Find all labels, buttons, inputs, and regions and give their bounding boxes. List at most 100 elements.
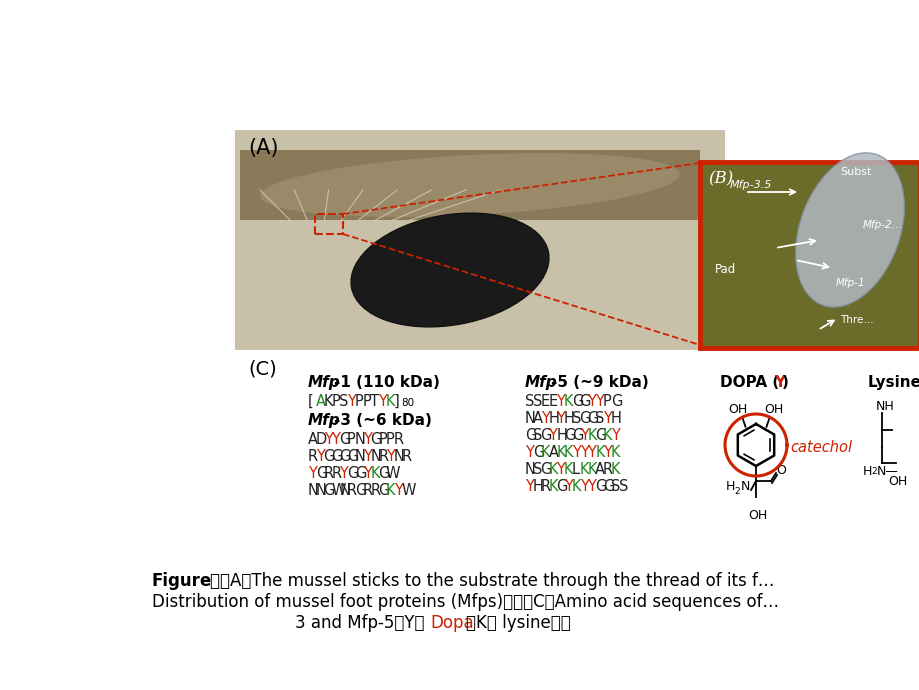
Text: G: G <box>556 479 567 494</box>
Text: K: K <box>595 445 604 460</box>
Text: 、K： lysine）。: 、K： lysine）。 <box>466 614 570 632</box>
Text: G: G <box>610 394 621 409</box>
Text: G: G <box>572 394 583 409</box>
Text: R: R <box>540 479 550 494</box>
Text: S: S <box>532 394 541 409</box>
Text: W: W <box>402 483 415 498</box>
Text: G: G <box>579 394 590 409</box>
Text: Subst: Subst <box>839 167 870 177</box>
Text: S: S <box>618 479 628 494</box>
Text: G: G <box>572 428 583 443</box>
Text: G: G <box>339 449 350 464</box>
Text: (B): (B) <box>708 170 732 187</box>
Text: E: E <box>540 394 550 409</box>
Text: G: G <box>595 479 606 494</box>
Text: OH: OH <box>747 509 766 522</box>
Text: N: N <box>308 483 319 498</box>
Text: Y: Y <box>773 375 784 390</box>
Text: Y: Y <box>548 428 557 443</box>
Text: N: N <box>525 462 535 477</box>
Text: Pad: Pad <box>714 263 735 276</box>
Text: Figure: Figure <box>152 572 212 590</box>
Text: K: K <box>579 462 588 477</box>
Text: P: P <box>355 394 363 409</box>
Text: Lysine: Lysine <box>867 375 919 390</box>
Text: Y: Y <box>556 462 564 477</box>
Text: K: K <box>610 445 619 460</box>
Text: 2: 2 <box>733 487 739 496</box>
Text: G: G <box>323 449 335 464</box>
Bar <box>240 150 699 220</box>
Text: P: P <box>331 394 340 409</box>
Text: L: L <box>572 462 579 477</box>
Text: A: A <box>595 462 605 477</box>
Text: 3 and Mfp-5（Y：: 3 and Mfp-5（Y： <box>295 614 424 632</box>
Text: P: P <box>378 432 387 447</box>
Text: G: G <box>579 411 590 426</box>
Text: R: R <box>370 483 380 498</box>
Text: ): ) <box>781 375 788 390</box>
Text: A: A <box>548 445 558 460</box>
Ellipse shape <box>351 213 549 327</box>
Text: (A): (A) <box>248 138 278 158</box>
Text: W: W <box>331 483 346 498</box>
Text: -1 (110 kDa): -1 (110 kDa) <box>334 375 439 390</box>
Ellipse shape <box>260 153 679 217</box>
Text: W: W <box>386 466 400 481</box>
Text: K: K <box>563 394 573 409</box>
Text: N: N <box>339 483 350 498</box>
Text: K: K <box>386 394 395 409</box>
Text: H: H <box>610 411 621 426</box>
Text: G: G <box>563 428 574 443</box>
Text: H: H <box>862 465 871 478</box>
Text: N: N <box>740 480 750 493</box>
Text: G: G <box>378 466 389 481</box>
Text: H: H <box>556 428 566 443</box>
Text: 80: 80 <box>402 398 414 408</box>
Text: R: R <box>393 432 403 447</box>
Text: K: K <box>563 445 573 460</box>
Text: [: [ <box>308 394 313 409</box>
Text: G: G <box>346 466 358 481</box>
Text: N—: N— <box>876 465 898 478</box>
Text: A: A <box>532 411 542 426</box>
Text: catechol: catechol <box>789 440 851 455</box>
Text: G: G <box>331 449 343 464</box>
Text: Y: Y <box>525 479 533 494</box>
Text: R: R <box>346 483 357 498</box>
Text: ]: ] <box>393 394 399 409</box>
Text: Y: Y <box>346 394 356 409</box>
Ellipse shape <box>795 153 903 307</box>
Text: Mfp: Mfp <box>308 413 340 428</box>
Text: P: P <box>386 432 394 447</box>
Text: E: E <box>548 394 557 409</box>
Text: A: A <box>315 394 325 409</box>
Text: H: H <box>548 411 559 426</box>
Text: R: R <box>331 466 341 481</box>
Text: K: K <box>548 479 557 494</box>
Text: Distribution of mussel foot proteins (Mfps)；　（C）Amino acid sequences of…: Distribution of mussel foot proteins (Mf… <box>152 593 778 611</box>
Text: Y: Y <box>586 445 596 460</box>
Text: R: R <box>402 449 412 464</box>
Text: Y: Y <box>339 466 347 481</box>
Text: S: S <box>525 394 534 409</box>
Text: Y: Y <box>378 394 387 409</box>
Text: K: K <box>548 462 557 477</box>
Text: Y: Y <box>362 449 371 464</box>
Text: R: R <box>602 462 612 477</box>
Text: -3 (~6 kDa): -3 (~6 kDa) <box>334 413 431 428</box>
Text: N: N <box>355 449 365 464</box>
Text: N: N <box>370 449 380 464</box>
Text: K: K <box>563 462 573 477</box>
Text: Y: Y <box>331 432 340 447</box>
Text: Y: Y <box>393 483 403 498</box>
Text: K: K <box>610 462 619 477</box>
Text: Mfp-2…: Mfp-2… <box>862 220 902 230</box>
Text: N: N <box>315 483 326 498</box>
Text: S: S <box>595 411 604 426</box>
Text: Y: Y <box>610 428 619 443</box>
Text: K: K <box>586 462 596 477</box>
Text: DOPA (: DOPA ( <box>720 375 778 390</box>
Text: Y: Y <box>525 445 533 460</box>
Text: OH: OH <box>887 475 906 488</box>
